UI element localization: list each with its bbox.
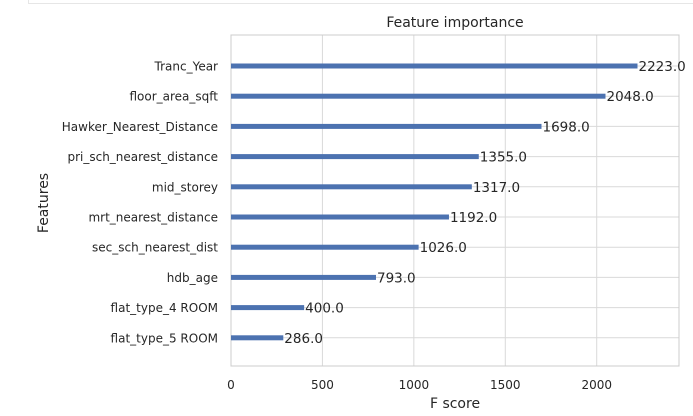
bar-sec-sch-nearest-dist — [231, 244, 419, 250]
bar-flat-type-4-room — [231, 305, 305, 311]
y-tick-label: mid_storey — [152, 180, 218, 194]
data-label: 2048.0 — [606, 89, 653, 105]
y-tick-label: mrt_nearest_distance — [88, 211, 218, 225]
x-tick-labels: 0 500 1000 1500 2000 — [227, 378, 612, 392]
bars-layer: 2223.0 2048.0 1698.0 1355.0 1317.0 1192.0 1026… — [231, 59, 686, 347]
data-label: 1192.0 — [450, 210, 497, 226]
bar-pri-sch-nearest-distance — [231, 154, 479, 160]
y-tick-label: floor_area_sqft — [129, 90, 218, 104]
y-tick-label: Tranc_Year — [154, 60, 219, 74]
data-label: 400.0 — [305, 301, 344, 317]
bar-tranc-year — [231, 63, 638, 69]
bar-hdb-age — [231, 274, 377, 280]
bar-hawker-nearest-distance — [231, 123, 542, 129]
bar-mrt-nearest-distance — [231, 214, 449, 220]
x-tick-label: 2000 — [581, 378, 612, 392]
y-tick-label: sec_sch_nearest_dist — [92, 241, 218, 255]
data-label: 2223.0 — [638, 59, 685, 75]
x-tick-label: 1000 — [399, 378, 430, 392]
y-tick-label: flat_type_4 ROOM — [111, 301, 218, 315]
bar-flat-type-5-room — [231, 335, 284, 341]
y-tick-labels: Tranc_Year floor_area_sqft Hawker_Nearest_… — [62, 60, 219, 346]
y-tick-label: Hawker_Nearest_Distance — [62, 120, 218, 134]
data-label: 1698.0 — [542, 119, 589, 135]
x-tick-label: 500 — [311, 378, 334, 392]
data-label: 1317.0 — [473, 180, 520, 196]
plot-area — [230, 34, 680, 367]
chart-title: Feature importance — [386, 15, 523, 31]
data-label: 793.0 — [377, 270, 416, 286]
data-label: 1026.0 — [420, 240, 467, 256]
y-axis-label: Features — [36, 173, 52, 233]
y-tick-label: pri_sch_nearest_distance — [67, 150, 218, 164]
y-tick-label: flat_type_5 ROOM — [111, 331, 218, 345]
grid-lines — [230, 35, 679, 366]
bar-floor-area-sqft — [231, 93, 606, 99]
notebook-output-border — [28, 0, 693, 4]
data-label: 286.0 — [284, 331, 323, 347]
bar-mid-storey — [231, 184, 472, 190]
x-axis-label: F score — [430, 396, 480, 412]
x-tick-label: 0 — [227, 378, 235, 392]
x-tick-label: 1500 — [490, 378, 521, 392]
y-tick-label: hdb_age — [167, 271, 218, 285]
data-label: 1355.0 — [480, 150, 527, 166]
